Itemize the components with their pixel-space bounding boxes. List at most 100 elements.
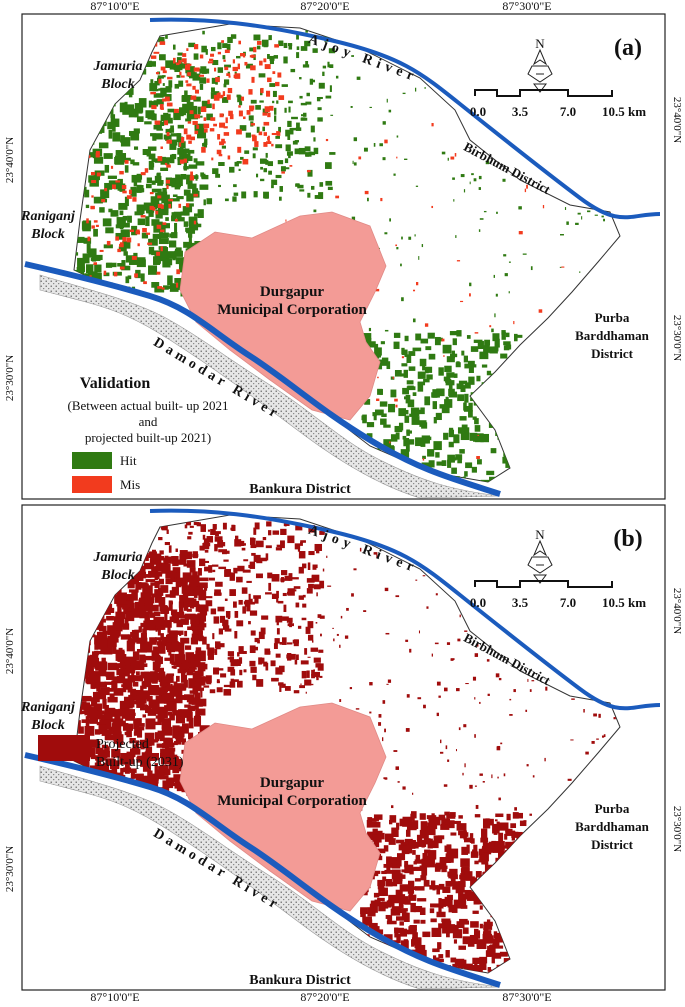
built-up-patch	[198, 688, 203, 692]
built-up-patch	[193, 657, 201, 668]
built-up-patch	[482, 781, 485, 783]
built-up-patch	[195, 614, 207, 622]
built-up-patch	[128, 189, 132, 195]
built-up-patch	[603, 218, 606, 222]
built-up-patch	[203, 542, 210, 550]
built-up-patch	[486, 919, 491, 923]
built-up-patch	[267, 572, 273, 579]
built-up-patch	[364, 399, 371, 405]
built-up-patch	[133, 773, 144, 779]
built-up-patch	[446, 933, 450, 938]
built-up-patch	[89, 715, 99, 724]
built-up-patch	[232, 196, 237, 202]
built-up-patch	[396, 916, 404, 921]
built-up-patch	[203, 128, 208, 133]
built-up-patch	[201, 608, 208, 616]
built-up-patch	[372, 926, 380, 936]
built-up-patch	[162, 780, 174, 789]
built-up-patch	[96, 650, 105, 655]
built-up-patch	[165, 179, 170, 184]
built-up-patch	[165, 33, 168, 39]
built-up-patch	[424, 849, 431, 854]
built-up-patch	[283, 56, 288, 64]
built-up-patch	[306, 670, 310, 678]
built-up-patch	[290, 68, 296, 73]
built-up-patch	[193, 53, 199, 60]
built-up-patch	[379, 143, 383, 147]
built-up-patch	[436, 712, 439, 717]
built-up-patch	[448, 382, 453, 391]
built-up-patch	[412, 850, 416, 855]
built-up-patch	[434, 642, 439, 645]
built-up-patch	[406, 354, 412, 363]
built-up-patch	[181, 137, 185, 143]
built-up-patch	[212, 103, 215, 110]
built-up-patch	[149, 695, 153, 706]
built-up-patch	[108, 129, 113, 139]
built-up-patch	[453, 939, 458, 944]
built-up-patch	[424, 366, 433, 373]
built-up-patch	[276, 596, 279, 603]
built-up-patch	[178, 602, 184, 613]
built-up-patch	[313, 209, 317, 213]
built-up-patch	[121, 684, 130, 688]
built-up-patch	[251, 134, 256, 137]
built-up-patch	[195, 681, 202, 687]
built-up-patch	[273, 643, 278, 649]
built-up-patch	[176, 675, 180, 682]
built-up-patch	[158, 644, 166, 654]
built-up-patch	[123, 668, 134, 674]
built-up-patch	[428, 818, 434, 822]
built-up-patch	[238, 110, 243, 117]
built-up-patch	[505, 332, 510, 338]
built-up-patch	[401, 356, 404, 359]
built-up-patch	[166, 529, 169, 534]
built-up-patch	[180, 599, 184, 607]
built-up-patch	[376, 398, 380, 402]
built-up-patch	[178, 582, 187, 586]
built-up-patch	[138, 98, 147, 108]
built-up-patch	[249, 610, 258, 616]
built-up-patch	[250, 123, 256, 126]
built-up-patch	[596, 738, 599, 740]
built-up-patch	[369, 711, 372, 714]
built-up-patch	[319, 675, 323, 678]
built-up-patch	[81, 266, 86, 273]
built-up-patch	[200, 650, 204, 656]
built-up-patch	[249, 660, 256, 667]
built-up-patch	[111, 723, 122, 732]
built-up-patch	[146, 697, 151, 702]
built-up-patch	[156, 771, 164, 780]
built-up-patch	[111, 680, 118, 691]
built-up-patch	[77, 720, 81, 729]
built-up-patch	[203, 685, 210, 688]
built-up-patch	[319, 182, 324, 187]
built-up-patch	[163, 737, 173, 747]
built-up-patch	[248, 89, 253, 95]
built-up-patch	[199, 83, 204, 90]
built-up-patch	[438, 695, 441, 698]
built-up-patch	[452, 338, 457, 346]
built-up-patch	[434, 336, 441, 346]
built-up-patch	[107, 696, 118, 703]
built-up-patch	[164, 541, 170, 546]
built-up-patch	[379, 929, 384, 935]
built-up-patch	[436, 911, 446, 918]
built-up-patch	[159, 41, 166, 45]
built-up-patch	[435, 452, 440, 458]
built-up-patch	[170, 630, 178, 638]
corporation-label: Durgapur	[260, 775, 325, 791]
built-up-patch	[188, 531, 193, 535]
built-up-patch	[389, 815, 397, 823]
built-up-patch	[514, 807, 518, 811]
built-up-patch	[147, 146, 157, 151]
built-up-patch	[173, 665, 177, 669]
built-up-patch	[327, 61, 330, 68]
built-up-patch	[166, 251, 177, 259]
built-up-patch	[197, 582, 208, 589]
built-up-patch	[102, 630, 114, 634]
built-up-patch	[530, 266, 533, 271]
built-up-patch	[149, 612, 156, 618]
built-up-patch	[119, 757, 128, 765]
built-up-patch	[393, 332, 401, 338]
